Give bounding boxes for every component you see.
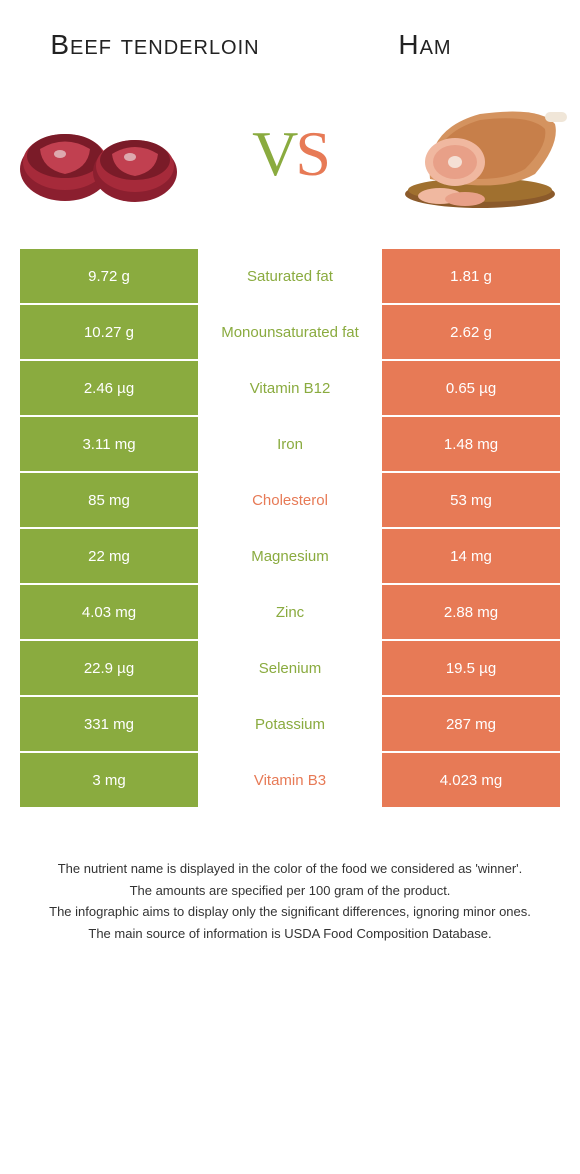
title-right: Ham	[290, 30, 560, 59]
footer-line-3: The infographic aims to display only the…	[30, 902, 550, 922]
value-left: 10.27 g	[20, 305, 200, 361]
nutrient-label: Iron	[200, 417, 380, 473]
ham-image	[380, 89, 570, 219]
value-left: 331 mg	[20, 697, 200, 753]
table-row: 4.03 mgZinc2.88 mg	[20, 585, 560, 641]
header: Beef tenderloin Ham	[0, 0, 580, 69]
vs-label: VS	[252, 117, 328, 191]
value-right: 0.65 µg	[380, 361, 560, 417]
table-row: 22 mgMagnesium14 mg	[20, 529, 560, 585]
value-left: 9.72 g	[20, 249, 200, 305]
nutrient-label: Cholesterol	[200, 473, 380, 529]
value-right: 287 mg	[380, 697, 560, 753]
nutrient-label: Selenium	[200, 641, 380, 697]
nutrient-label: Magnesium	[200, 529, 380, 585]
value-left: 3.11 mg	[20, 417, 200, 473]
nutrient-label: Zinc	[200, 585, 380, 641]
table-row: 10.27 gMonounsaturated fat2.62 g	[20, 305, 560, 361]
comparison-table: 9.72 gSaturated fat1.81 g10.27 gMonounsa…	[20, 249, 560, 809]
nutrient-label: Saturated fat	[200, 249, 380, 305]
value-left: 3 mg	[20, 753, 200, 809]
table-row: 3 mgVitamin B34.023 mg	[20, 753, 560, 809]
table-row: 85 mgCholesterol53 mg	[20, 473, 560, 529]
nutrient-label: Vitamin B3	[200, 753, 380, 809]
nutrient-label: Monounsaturated fat	[200, 305, 380, 361]
value-right: 1.48 mg	[380, 417, 560, 473]
table-row: 331 mgPotassium287 mg	[20, 697, 560, 753]
title-left: Beef tenderloin	[20, 30, 290, 59]
table-row: 9.72 gSaturated fat1.81 g	[20, 249, 560, 305]
footer-line-1: The nutrient name is displayed in the co…	[30, 859, 550, 879]
footer-line-4: The main source of information is USDA F…	[30, 924, 550, 944]
value-right: 14 mg	[380, 529, 560, 585]
value-right: 2.62 g	[380, 305, 560, 361]
vs-v: V	[252, 118, 295, 189]
nutrient-label: Vitamin B12	[200, 361, 380, 417]
value-right: 2.88 mg	[380, 585, 560, 641]
value-left: 4.03 mg	[20, 585, 200, 641]
value-left: 85 mg	[20, 473, 200, 529]
nutrient-label: Potassium	[200, 697, 380, 753]
value-right: 1.81 g	[380, 249, 560, 305]
value-left: 22.9 µg	[20, 641, 200, 697]
value-left: 2.46 µg	[20, 361, 200, 417]
vs-s: S	[295, 118, 328, 189]
footer-notes: The nutrient name is displayed in the co…	[0, 809, 580, 943]
value-right: 4.023 mg	[380, 753, 560, 809]
value-right: 19.5 µg	[380, 641, 560, 697]
table-row: 2.46 µgVitamin B120.65 µg	[20, 361, 560, 417]
value-right: 53 mg	[380, 473, 560, 529]
table-row: 3.11 mgIron1.48 mg	[20, 417, 560, 473]
images-row: VS	[0, 69, 580, 249]
footer-line-2: The amounts are specified per 100 gram o…	[30, 881, 550, 901]
beef-tenderloin-image	[10, 89, 200, 219]
table-row: 22.9 µgSelenium19.5 µg	[20, 641, 560, 697]
value-left: 22 mg	[20, 529, 200, 585]
